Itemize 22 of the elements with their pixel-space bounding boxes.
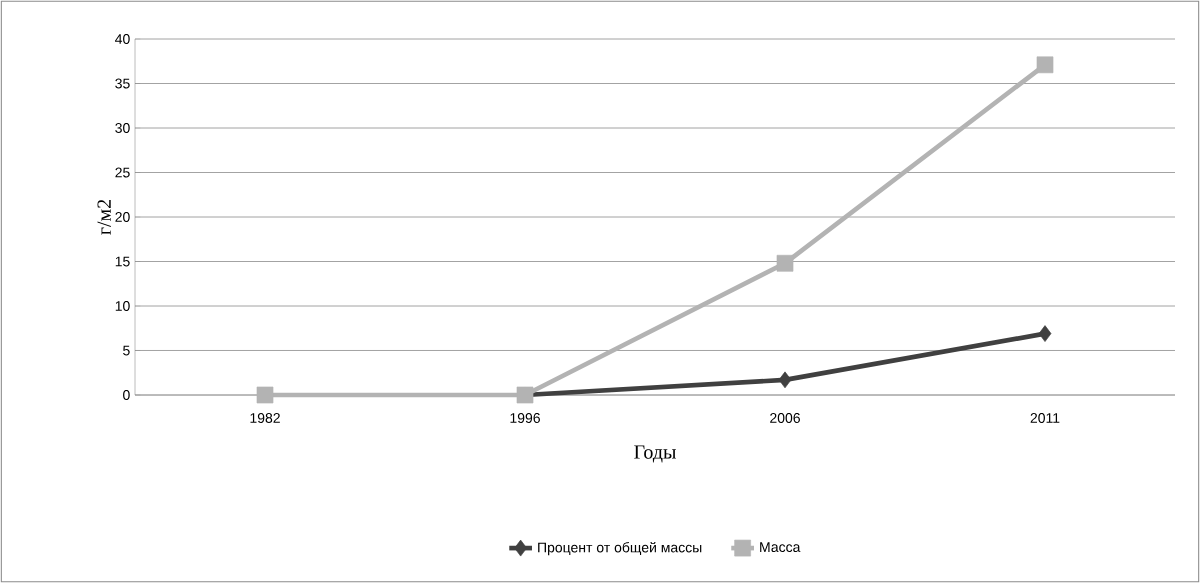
y-tick-label: 15 — [115, 256, 130, 267]
y-tick-label: 0 — [123, 390, 130, 400]
y-tick-label: 40 — [115, 34, 130, 44]
point — [778, 371, 792, 389]
x-axis-title: Годы — [634, 445, 676, 463]
x-tick-label: 2006 — [770, 413, 800, 423]
y-tick-label: 35 — [115, 78, 130, 89]
y-tick-label: 30 — [115, 123, 130, 133]
y-tick-label: 25 — [115, 167, 130, 178]
x-tick-label: 1996 — [510, 413, 540, 423]
legend-label: Процент от общей массы — [538, 541, 702, 556]
point — [1038, 325, 1052, 342]
y-axis-title: г/м2 — [97, 199, 111, 235]
x-tick-label: 1982 — [250, 413, 280, 423]
y-tick-label: 5 — [123, 345, 130, 356]
point — [1036, 56, 1054, 74]
y-tick-label: 10 — [115, 301, 130, 311]
x-tick-label: 2011 — [1030, 413, 1060, 423]
point — [776, 254, 794, 272]
y-tick-label: 20 — [115, 212, 130, 222]
legend-label: Масса — [760, 542, 801, 553]
point — [256, 386, 274, 404]
